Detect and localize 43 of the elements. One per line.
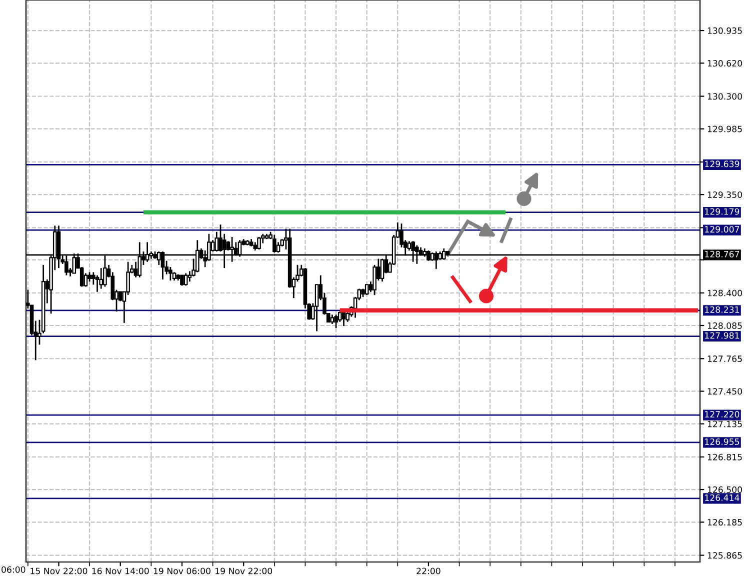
ref-line-label: 128.767: [705, 250, 740, 258]
ref-line-label: 129.007: [705, 226, 740, 233]
candlestick: [99, 267, 104, 290]
x-tick-label: 22:00: [416, 568, 440, 574]
y-tick-label: 127.135: [708, 420, 742, 428]
text: 06:00: [2, 566, 26, 573]
candlestick: [184, 272, 188, 286]
x-tick-label: 15 Nov 22:00: [30, 568, 88, 574]
ref-line-label: 129.639: [705, 160, 740, 168]
y-tick-label: 130.935: [708, 27, 742, 34]
candlestick: [257, 236, 261, 250]
ref-line-label: 127.981: [705, 332, 739, 339]
candlestick: [88, 272, 92, 282]
candlestick: [407, 240, 412, 252]
ref-line-label: 129.179: [705, 208, 740, 215]
y-tick-label: 130.300: [708, 93, 742, 100]
candlestick: [342, 310, 346, 327]
candlestick: [214, 231, 219, 252]
y-tick-label: 128.085: [708, 322, 742, 329]
candlestick: [330, 314, 334, 325]
x-tick-label: 16 Nov 14:00: [92, 568, 149, 574]
y-tick-label: 126.185: [708, 519, 742, 526]
candlestick: [380, 258, 384, 282]
ref-line-label: 126.955: [705, 438, 740, 445]
y-tick-label: 129.350: [708, 191, 742, 198]
y-tick-label: 129.985: [708, 126, 742, 132]
y-tick-label: 126.815: [708, 454, 742, 460]
y-tick-label: 126.500: [708, 486, 742, 493]
candlestick: [364, 284, 369, 296]
candlestick: [334, 314, 338, 329]
x-tick-label: 19 Nov 22:00: [216, 568, 272, 574]
candlestick: [180, 274, 184, 286]
y-tick-label: 127.765: [708, 356, 742, 362]
y-tick-label: 130.620: [708, 60, 742, 67]
ref-line-label: 126.414: [705, 494, 740, 501]
ref-line-label: 127.220: [705, 411, 740, 418]
y-tick-label: 127.450: [708, 388, 742, 395]
candlestick: [156, 250, 161, 266]
candlestick: [442, 248, 446, 260]
x-tick-label: 19 Nov 06:00: [154, 568, 210, 574]
y-tick-label: 128.400: [708, 290, 742, 296]
ref-line-label: 128.231: [705, 306, 739, 313]
y-tick-label: 125.865: [708, 552, 742, 559]
